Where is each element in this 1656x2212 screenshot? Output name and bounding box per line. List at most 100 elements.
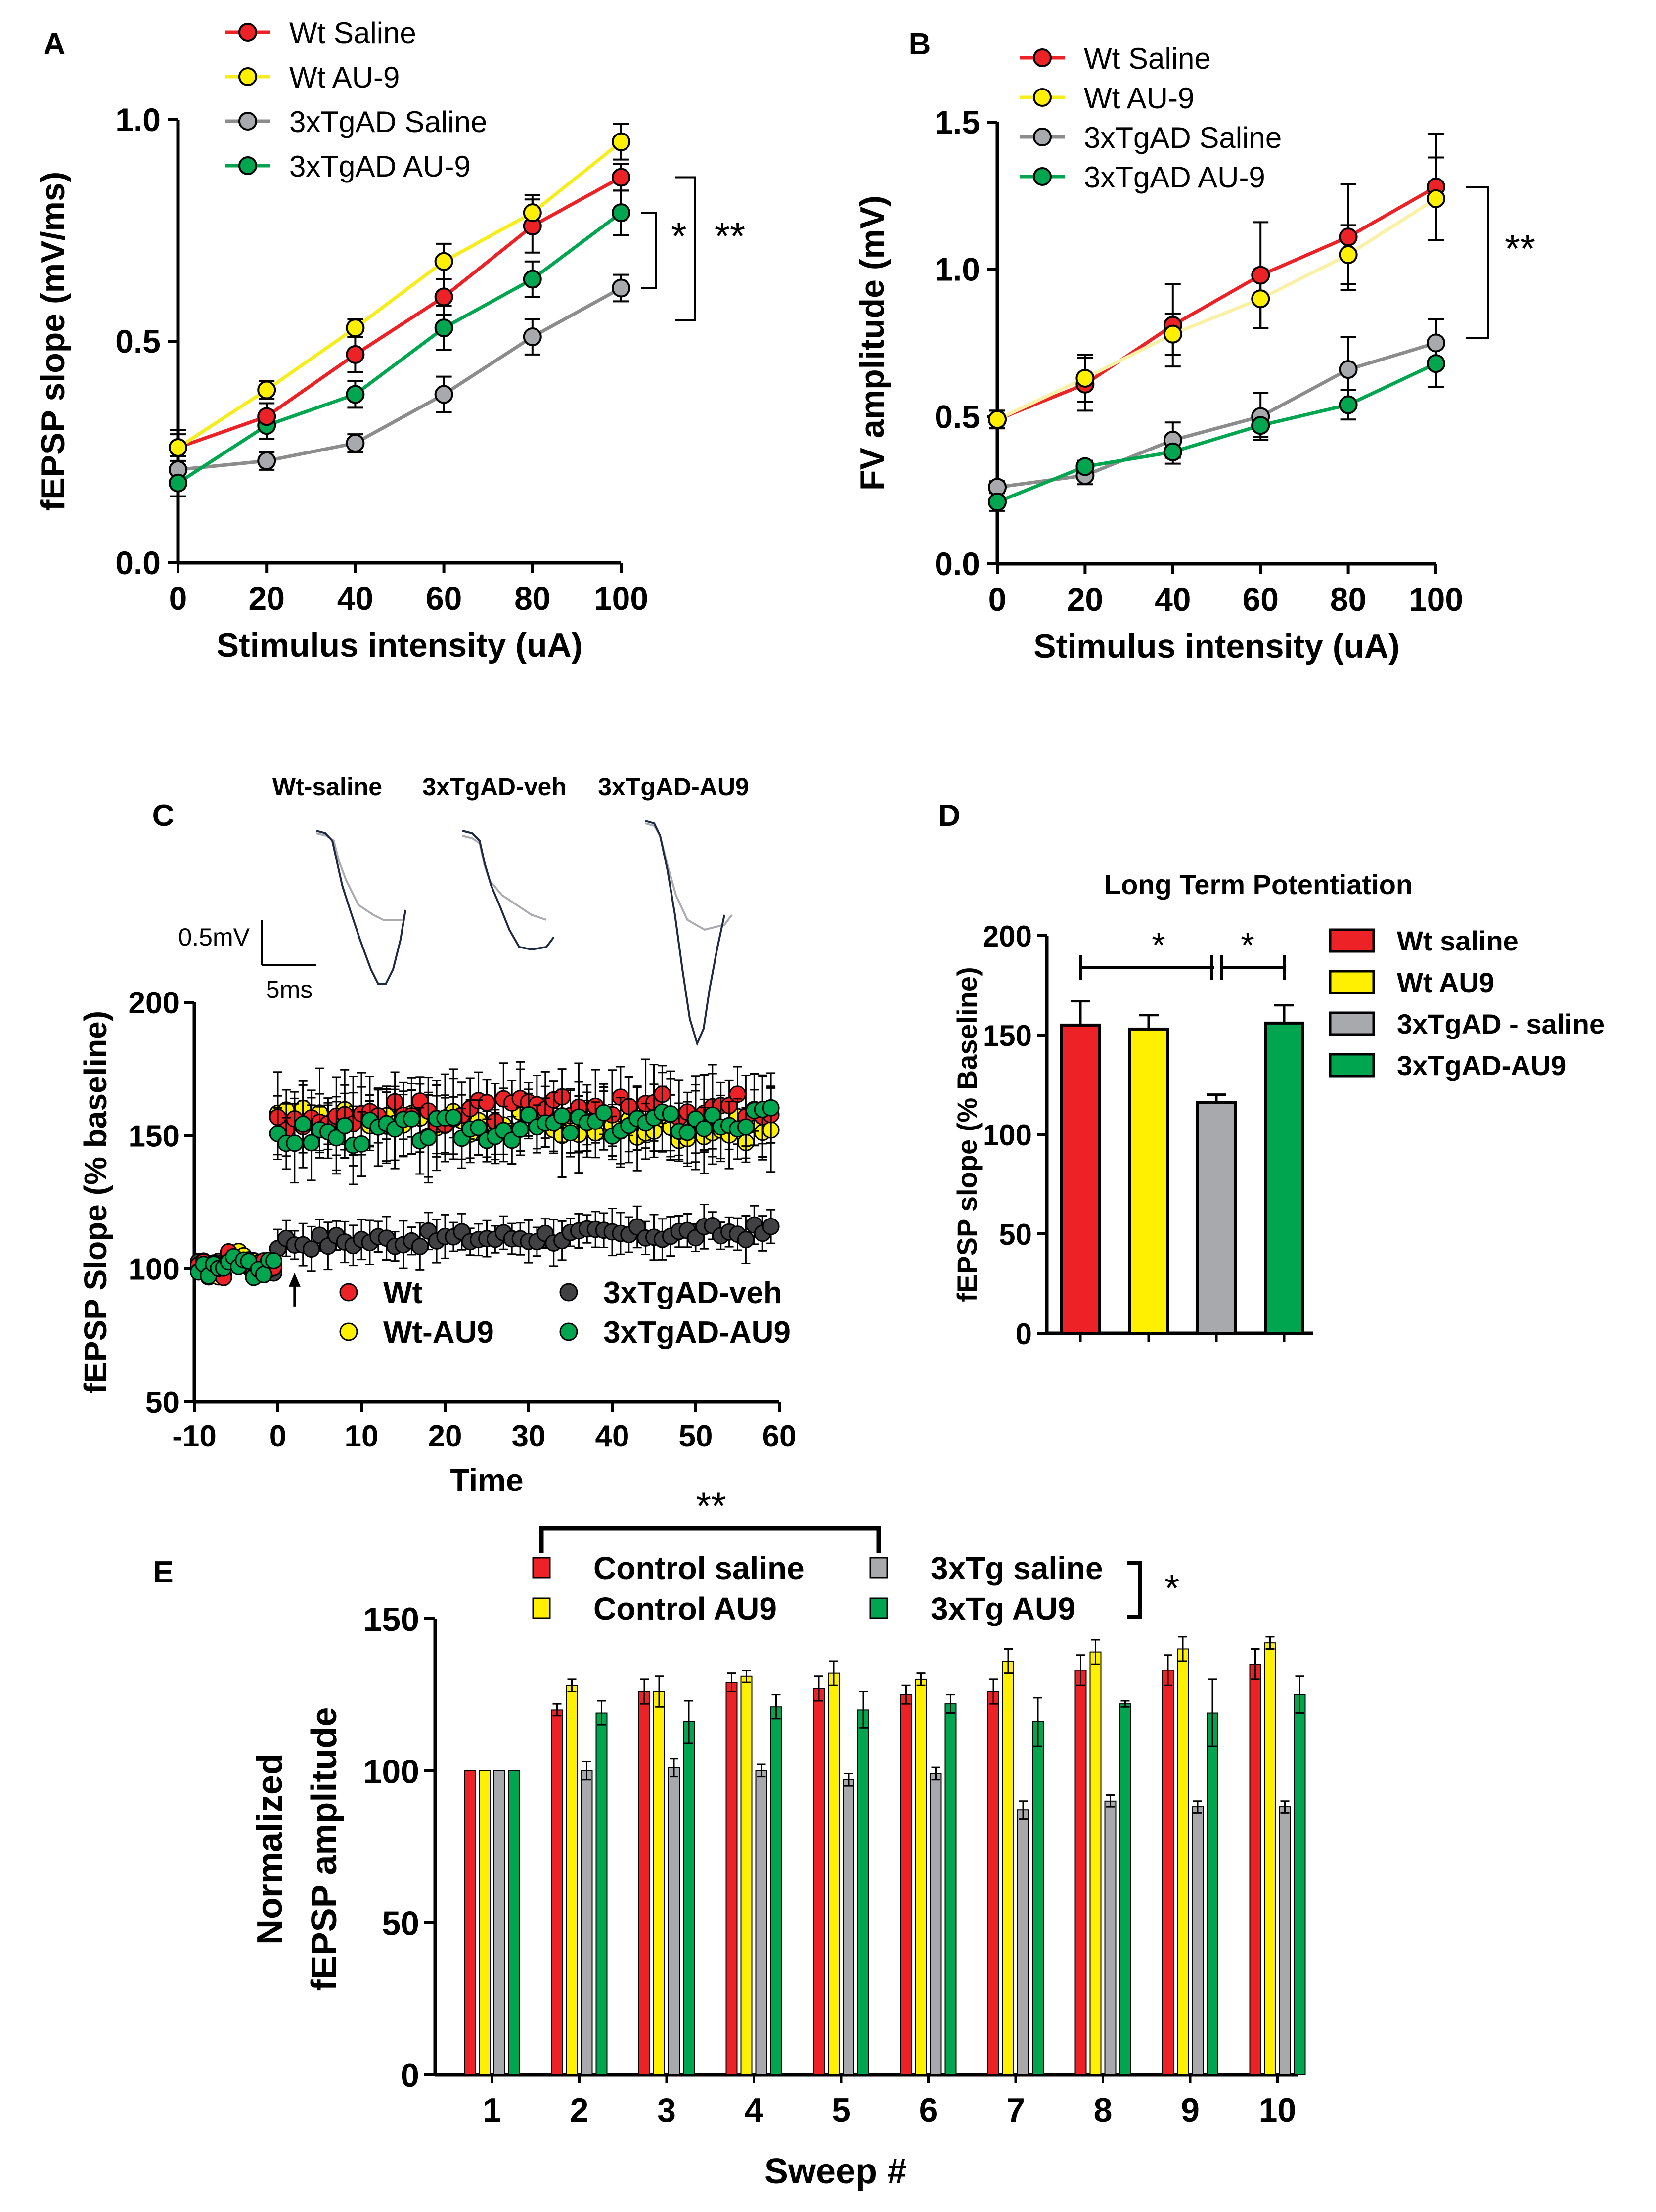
bar-e-0: [900, 1694, 912, 2076]
bar-d-0: [1060, 1023, 1101, 1335]
bar-d-3: [1264, 1021, 1304, 1335]
data-point-c-3: [286, 1134, 304, 1152]
bracket-line: [1466, 185, 1489, 339]
data-point-b-0: [1339, 227, 1358, 247]
error-bar-e: [582, 1761, 591, 1781]
bar-e-0: [987, 1691, 999, 2075]
data-point-b-2: [1427, 333, 1445, 353]
significance-bracket-b: [1466, 185, 1489, 339]
arrow-head: [288, 1272, 301, 1287]
data-point-c-3: [336, 1117, 354, 1134]
x-tick-label-e: 5: [832, 2091, 850, 2129]
series-line-a-1: [177, 140, 623, 449]
data-point-c-3: [445, 1109, 462, 1127]
data-point-c-3: [419, 1129, 437, 1146]
panel-letter-c: C: [152, 799, 175, 833]
error-bar-d: [1207, 1093, 1226, 1104]
significance-line-d-1: [1079, 955, 1214, 980]
data-point-b-1: [988, 410, 1007, 429]
x-tick-label-b: 40: [1155, 581, 1191, 618]
trace-label: Wt-saline: [272, 773, 382, 801]
bar-e-1: [1089, 1651, 1102, 2075]
data-point-a-0: [346, 345, 365, 364]
scale-bar-time-label: 5ms: [266, 976, 313, 1003]
trace-label: 3xTgAD-veh: [422, 773, 567, 801]
stimulus-arrow: [288, 1272, 301, 1307]
error-bar-e: [1076, 1654, 1085, 1686]
series-line-b-2: [997, 341, 1437, 489]
legend-swatch-e: [869, 1597, 888, 1619]
y-tick-label-d: 50: [999, 1218, 1032, 1251]
data-point-c-2: [762, 1218, 780, 1235]
legend-label-c: 3xTgAD-veh: [603, 1276, 782, 1310]
error-bar-e: [742, 1669, 751, 1683]
legend-label-b: Wt AU-9: [1084, 82, 1194, 115]
significance-star-d-2: *: [1241, 926, 1254, 964]
x-tick-label-b: 100: [1409, 581, 1463, 618]
data-point-a-0: [434, 287, 453, 307]
error-bar-e: [552, 1703, 562, 1717]
legend-label-a: Wt AU-9: [289, 61, 400, 94]
x-tick-label-c: -10: [172, 1419, 217, 1453]
bar-e-0: [1074, 1670, 1087, 2076]
error-bar-e: [814, 1675, 823, 1702]
bar-d-1: [1128, 1027, 1169, 1335]
data-point-a-3: [612, 203, 630, 223]
y-tick-label-d: 150: [983, 1019, 1032, 1052]
significance-bracket-e-top: [539, 1526, 881, 1553]
data-point-b-3: [1251, 416, 1270, 435]
data-point-c-2: [411, 1238, 429, 1256]
data-point-b-3: [1163, 442, 1182, 461]
y-tick-label-a: 0.0: [115, 544, 161, 581]
bar-e-2: [493, 1770, 505, 2075]
x-tick-label-c: 0: [269, 1419, 286, 1453]
error-bar-e: [757, 1763, 766, 1778]
x-axis-label-a: Stimulus intensity (uA): [217, 627, 582, 664]
x-tick-label-e: 1: [483, 2091, 501, 2129]
data-point-b-1: [1427, 189, 1445, 208]
data-point-a-1: [169, 438, 187, 457]
x-tick-label-e: 2: [570, 2091, 589, 2129]
y-tick-label-e: 100: [363, 1753, 419, 1790]
bar-d-2: [1196, 1101, 1237, 1335]
series-line-a-3: [177, 211, 623, 485]
data-point-a-1: [434, 252, 453, 271]
x-tick-label-e: 9: [1181, 2091, 1200, 2129]
x-tick-label-c: 10: [345, 1419, 379, 1453]
bar-e-1: [828, 1672, 840, 2075]
significance-bracket-a-inner: [641, 212, 657, 289]
legend-marker-b: [1033, 128, 1052, 146]
x-tick-label-e: 3: [657, 2091, 676, 2129]
bracket-line: [641, 212, 657, 289]
data-point-c-3: [520, 1106, 537, 1124]
legend-label-e: Control AU9: [593, 1591, 777, 1626]
trace-wt-saline-baseline: [316, 832, 403, 921]
error-bar-e: [946, 1694, 955, 1714]
data-point-c-3: [662, 1105, 679, 1123]
legend-label-d: 3xTgAD-AU9: [1397, 1050, 1566, 1081]
legend-swatch-e: [869, 1557, 888, 1579]
bar-e-3: [857, 1709, 869, 2075]
series-line-b-1: [996, 197, 1437, 421]
y-tick-label-b: 0.5: [935, 398, 980, 435]
legend-swatch-e: [532, 1557, 551, 1579]
y-tick-label-d: 100: [983, 1119, 1032, 1152]
legend-label-d: 3xTgAD - saline: [1397, 1008, 1605, 1039]
x-tick-label-a: 40: [337, 580, 373, 617]
data-point-b-0: [1251, 266, 1270, 285]
legend-label-b: 3xTgAD AU-9: [1084, 161, 1265, 194]
y-axis-label-c: fEPSP Slope (% baseline): [78, 1011, 113, 1394]
data-point-a-3: [346, 385, 365, 404]
y-tick-label-e: 0: [401, 2057, 419, 2094]
bar-e-3: [508, 1770, 520, 2075]
bar-e-0: [813, 1688, 825, 2075]
y-tick-label-e: 150: [363, 1601, 419, 1638]
y-tick-label-b: 1.0: [935, 251, 980, 288]
bar-e-0: [551, 1709, 563, 2075]
bar-e-1: [566, 1685, 578, 2075]
y-tick-label-c: 100: [129, 1253, 179, 1287]
legend-label-c: Wt: [383, 1276, 422, 1310]
data-point-c-3: [704, 1106, 721, 1124]
data-point-c-3: [303, 1134, 320, 1152]
error-bar-e: [916, 1672, 926, 1686]
